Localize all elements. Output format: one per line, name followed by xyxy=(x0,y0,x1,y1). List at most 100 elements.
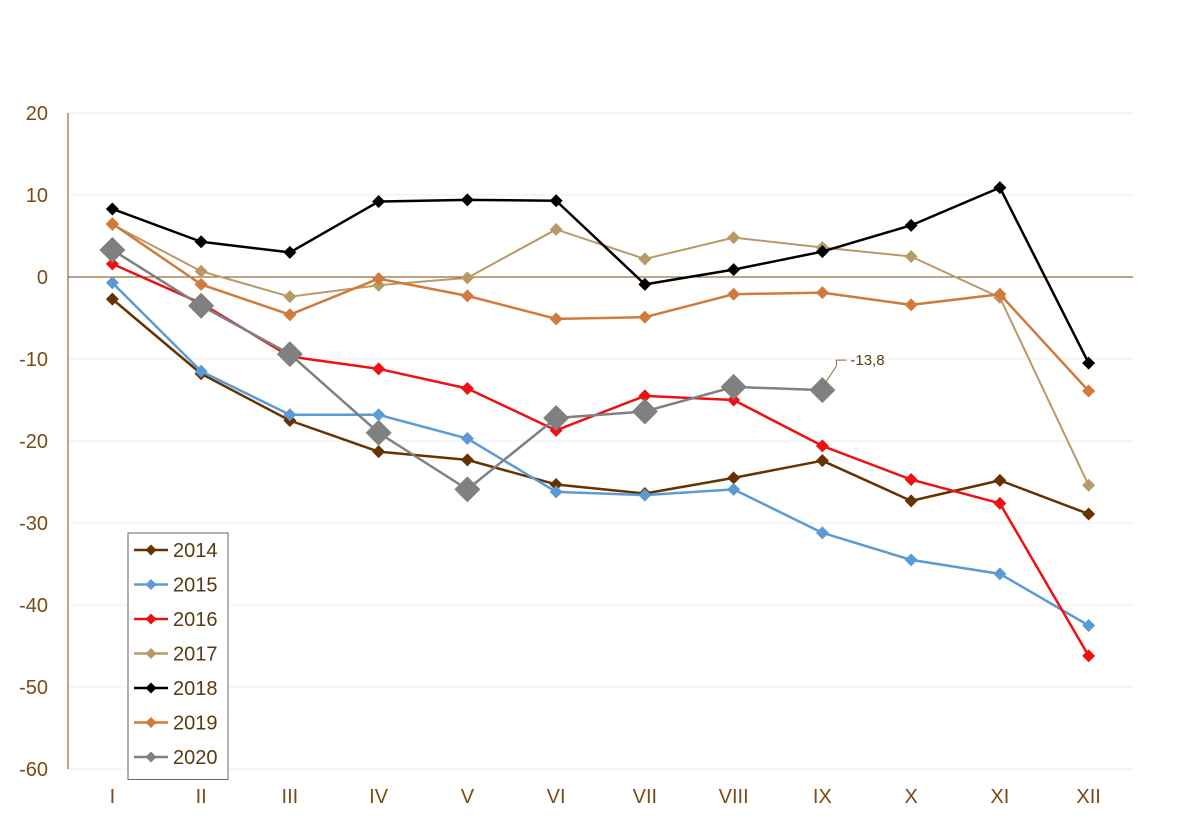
data-point-2014 xyxy=(815,454,829,468)
legend-marker xyxy=(145,648,157,659)
series-line-2017 xyxy=(111,223,1090,486)
x-tick-label: XI xyxy=(990,786,1009,808)
legend-label: 2018 xyxy=(173,678,218,700)
x-tick-label: I xyxy=(110,786,116,808)
y-tick-label: -20 xyxy=(19,431,48,453)
y-tick-label: -30 xyxy=(19,513,48,535)
legend-marker xyxy=(145,544,157,556)
x-tick-label: III xyxy=(282,786,299,808)
series-2017 xyxy=(105,218,1096,492)
data-point-2015 xyxy=(815,526,829,540)
data-point-2016 xyxy=(460,382,474,396)
legend-label: 2016 xyxy=(173,609,218,631)
data-point-2015 xyxy=(993,567,1007,581)
data-point-2018 xyxy=(460,193,474,207)
series-2014 xyxy=(105,292,1096,521)
x-axis-ticks: I II III IV V VI VII VIII IX X XI XII xyxy=(110,786,1101,808)
data-point-2018 xyxy=(549,194,563,208)
annotation-leader xyxy=(823,359,847,385)
data-point-2014 xyxy=(105,292,119,306)
legend-item: 2016 xyxy=(134,609,218,631)
data-point-2019 xyxy=(727,287,741,301)
data-point-2018 xyxy=(194,235,208,249)
data-point-2016 xyxy=(1082,649,1096,663)
legend-marker xyxy=(145,579,157,590)
series-line-2014 xyxy=(111,298,1090,516)
data-point-2015 xyxy=(1082,619,1096,632)
data-point-2020 xyxy=(276,341,303,368)
x-tick-label: V xyxy=(461,786,475,808)
data-point-2017 xyxy=(638,252,652,266)
data-point-2019 xyxy=(993,287,1007,301)
data-point-2015 xyxy=(904,553,918,567)
data-point-2019 xyxy=(372,272,386,286)
series-lines xyxy=(99,181,1096,663)
x-tick-label: VI xyxy=(547,786,566,808)
data-point-2016 xyxy=(727,393,741,407)
legend: 2014 2015 2016 2017 2018 2019 2020 xyxy=(127,532,229,780)
data-point-2019 xyxy=(460,289,474,303)
x-tick-label: IX xyxy=(813,786,832,808)
data-point-2017 xyxy=(194,264,208,278)
data-point-2017 xyxy=(727,231,741,245)
data-point-2019 xyxy=(815,286,829,300)
legend-label: 2017 xyxy=(173,644,218,666)
data-point-2020 xyxy=(99,236,126,263)
data-point-2019 xyxy=(549,312,563,326)
data-point-2020 xyxy=(188,292,215,319)
gridlines xyxy=(68,112,1133,770)
data-point-2018 xyxy=(727,263,741,277)
data-point-2014 xyxy=(549,477,563,491)
series-2020 xyxy=(99,236,836,503)
legend-item: 2014 xyxy=(134,540,218,562)
data-point-2015 xyxy=(194,364,208,378)
data-point-2019 xyxy=(105,217,119,231)
series-line-2019 xyxy=(111,222,1090,392)
data-point-2020 xyxy=(365,419,392,446)
data-point-2015 xyxy=(283,408,297,422)
data-point-2016 xyxy=(993,496,1007,510)
data-point-2018 xyxy=(283,245,297,259)
data-point-2014 xyxy=(1082,507,1096,521)
legend-item: 2019 xyxy=(134,713,218,735)
data-point-2020 xyxy=(720,373,747,400)
legend-label: 2014 xyxy=(173,540,218,562)
data-point-2014 xyxy=(460,453,474,467)
data-point-2014 xyxy=(372,445,386,459)
data-point-2015 xyxy=(727,482,741,496)
series-2019 xyxy=(105,217,1096,398)
series-2015 xyxy=(105,276,1096,632)
data-point-2016 xyxy=(105,257,119,271)
data-point-2018 xyxy=(372,195,386,209)
legend-box xyxy=(127,532,229,780)
y-tick-label: -60 xyxy=(19,759,48,781)
data-point-2020 xyxy=(454,476,481,503)
data-point-2018 xyxy=(815,245,829,259)
legend-marker xyxy=(145,682,157,694)
data-point-2015 xyxy=(460,432,474,446)
data-point-2019 xyxy=(904,298,918,312)
series-2018 xyxy=(105,181,1096,370)
y-tick-label: 0 xyxy=(37,267,48,289)
x-tick-label: VII xyxy=(633,786,657,808)
data-point-2017 xyxy=(460,271,474,285)
legend-label: 2020 xyxy=(173,747,218,769)
data-point-2015 xyxy=(549,485,563,499)
data-point-2015 xyxy=(105,276,119,290)
data-point-2014 xyxy=(993,473,1007,487)
y-tick-label: 10 xyxy=(26,185,48,207)
data-point-2018 xyxy=(105,202,119,216)
data-point-2019 xyxy=(283,308,297,322)
y-tick-label: -40 xyxy=(19,595,48,617)
data-point-2014 xyxy=(727,471,741,485)
data-point-2017 xyxy=(1082,478,1096,492)
x-tick-label: IV xyxy=(369,786,389,808)
data-point-2019 xyxy=(638,310,652,324)
data-point-2014 xyxy=(904,494,918,508)
data-label: -13,8 xyxy=(850,352,884,369)
legend-label: 2019 xyxy=(173,713,218,735)
legend-marker xyxy=(145,751,157,763)
x-tick-label: X xyxy=(904,786,917,808)
data-point-2017 xyxy=(372,278,386,292)
data-point-2017 xyxy=(283,290,297,304)
